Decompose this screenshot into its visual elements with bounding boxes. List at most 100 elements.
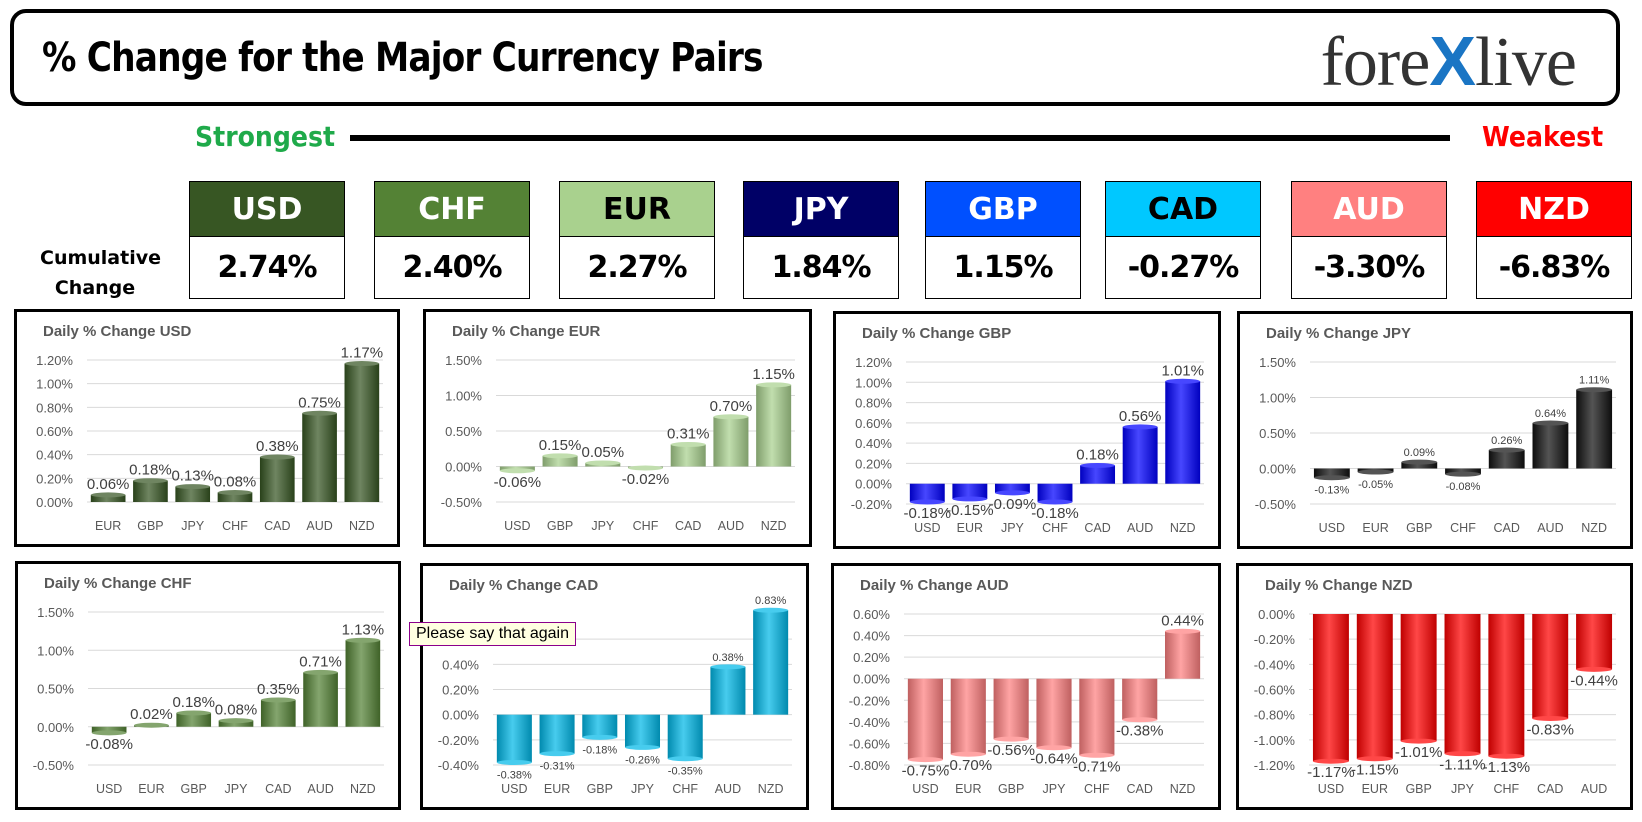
data-label: -0.15% — [946, 502, 994, 519]
chart-svg: Daily % Change CAD -0.40% -0.20% 0.00% 0.20%… — [438, 577, 792, 796]
y-tick-label: 0.00% — [855, 477, 892, 492]
data-label: 0.64% — [1535, 408, 1566, 420]
data-label: 0.38% — [256, 438, 299, 455]
currency-card-eur: EUR 2.27% — [559, 181, 715, 299]
chart-title: Daily % Change GBP — [862, 325, 1011, 342]
y-tick-label: 0.00% — [442, 708, 479, 723]
bar-chf — [1445, 468, 1481, 475]
bar-cap — [753, 607, 789, 613]
x-tick-label: CAD — [675, 519, 701, 533]
bar-cap — [582, 734, 618, 740]
y-tick-label: 1.00% — [37, 643, 74, 658]
data-label: 1.01% — [1161, 362, 1204, 379]
x-tick-label: USD — [912, 782, 938, 796]
chart-title: Daily % Change NZD — [1265, 577, 1413, 594]
bar-cap — [90, 492, 126, 498]
bar-cap — [994, 490, 1030, 496]
x-tick-label: EUR — [95, 519, 121, 533]
data-label: 0.26% — [1491, 435, 1522, 447]
chart-panel-7: Daily % Change AUD -0.80% -0.60% -0.40% -0.2… — [831, 563, 1221, 810]
data-label: -0.71% — [1073, 758, 1121, 775]
bar-cap — [1357, 469, 1394, 475]
x-tick-label: CHF — [1494, 782, 1520, 796]
cumulative-change-label: Cumulative Change — [40, 243, 161, 303]
data-label: 0.05% — [582, 444, 625, 461]
data-label: 1.13% — [342, 621, 385, 638]
data-label: -0.44% — [1570, 672, 1618, 689]
y-tick-label: -0.50% — [33, 758, 75, 773]
bar-aud — [1122, 426, 1158, 484]
x-tick-label: AUD — [1537, 521, 1563, 535]
x-tick-label: EUR — [138, 782, 164, 796]
bar-cap — [907, 757, 943, 763]
y-tick-label: -0.20% — [438, 733, 480, 748]
currency-cumulative-change: 2.40% — [374, 237, 530, 299]
data-label: -1.01% — [1395, 744, 1443, 761]
x-tick-label: USD — [1318, 782, 1344, 796]
x-tick-label: USD — [96, 782, 122, 796]
data-label: 0.09% — [1404, 447, 1435, 459]
bar-cap — [1576, 666, 1613, 672]
data-label: 0.70% — [710, 398, 753, 415]
bar-cap — [710, 664, 746, 670]
y-tick-label: 0.00% — [1259, 462, 1296, 477]
x-tick-label: JPY — [225, 782, 249, 796]
data-label: 0.02% — [130, 706, 173, 723]
currency-code: EUR — [559, 181, 715, 237]
bar-cap — [133, 478, 168, 484]
bar-eur — [539, 714, 575, 754]
bar-nzd — [1165, 631, 1201, 679]
ranking-line — [350, 135, 1450, 141]
y-tick-label: -0.60% — [1254, 683, 1296, 698]
strongest-label: Strongest — [195, 120, 336, 153]
y-tick-label: 1.20% — [855, 355, 892, 370]
bar-cap — [670, 441, 706, 447]
currency-cumulative-change: -0.27% — [1105, 237, 1261, 299]
x-tick-label: CHF — [1084, 782, 1110, 796]
bar-cap — [345, 637, 381, 643]
data-label: 1.11% — [1579, 375, 1610, 387]
bar-aud — [713, 416, 749, 467]
x-tick-label: AUD — [1127, 521, 1153, 535]
data-label: 0.31% — [667, 425, 710, 442]
y-tick-label: -0.20% — [851, 497, 893, 512]
currency-cumulative-change: 2.74% — [189, 237, 345, 299]
x-tick-label: CHF — [672, 782, 698, 796]
y-tick-label: 0.50% — [37, 682, 74, 697]
x-tick-label: AUD — [715, 782, 741, 796]
y-tick-label: 0.00% — [37, 720, 74, 735]
y-tick-label: -0.20% — [1254, 632, 1296, 647]
y-tick-label: -1.20% — [1254, 758, 1296, 773]
bar-aud — [302, 413, 337, 502]
bar-aud — [1532, 423, 1569, 469]
y-tick-label: 0.80% — [36, 400, 73, 415]
y-tick-label: 1.50% — [445, 353, 482, 368]
y-tick-label: -0.60% — [849, 736, 891, 751]
bar-cap — [1532, 420, 1569, 426]
data-label: -1.13% — [1483, 759, 1531, 776]
x-tick-label: USD — [504, 519, 530, 533]
currency-card-nzd: NZD -6.83% — [1476, 181, 1632, 299]
y-tick-label: 0.00% — [36, 495, 73, 510]
data-label: 0.71% — [299, 653, 342, 670]
bar-cap — [91, 730, 127, 736]
x-tick-label: EUR — [955, 782, 981, 796]
bar-usd — [1313, 468, 1350, 478]
currency-code: AUD — [1291, 181, 1447, 237]
bar-cap — [1445, 471, 1481, 477]
bar-nzd — [344, 363, 380, 502]
data-label: 0.13% — [171, 468, 214, 485]
chart-svg: Daily % Change CHF -0.50% 0.00% 0.50% 1.00% 1… — [33, 575, 385, 796]
data-label: -0.18% — [1031, 505, 1079, 522]
x-tick-label: JPY — [1043, 782, 1067, 796]
bar-cad — [1080, 465, 1116, 484]
bar-usd — [91, 726, 127, 733]
bar-cap — [1400, 738, 1437, 744]
x-tick-label: JPY — [591, 519, 615, 533]
bar-cap — [1037, 499, 1073, 505]
bar-cap — [542, 453, 578, 459]
y-tick-label: -0.50% — [441, 495, 483, 510]
chart-panel-2: Daily % Change EUR -0.50% 0.00% 0.50% 1.00% 1… — [423, 309, 812, 547]
x-tick-label: USD — [1319, 521, 1345, 535]
y-tick-label: 0.20% — [853, 650, 890, 665]
